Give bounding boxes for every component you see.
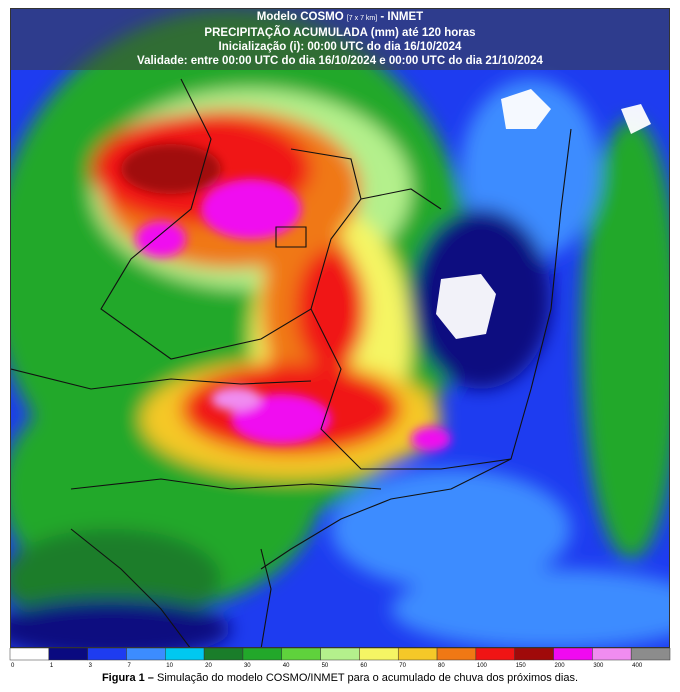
colorbar-label: 50	[322, 663, 329, 669]
header-line: Modelo COSMO [7 x 7 km] - INMET	[11, 10, 669, 26]
caption-text: Simulação do modelo COSMO/INMET para o a…	[156, 672, 579, 684]
colorbar-swatch	[592, 648, 632, 661]
colorbar-label: 70	[399, 663, 406, 669]
colorbar-label: 100	[477, 663, 488, 669]
header-line: Validade: entre 00:00 UTC do dia 16/10/2…	[137, 55, 543, 67]
map-frame: Modelo COSMO [7 x 7 km] - INMET PRECIPIT…	[10, 8, 670, 648]
colorbar-swatch	[165, 648, 205, 661]
colorbar-swatch	[87, 648, 127, 661]
colorbar-swatch	[553, 648, 593, 661]
colorbar-swatch	[397, 648, 438, 661]
colorbar-label: 1	[50, 663, 54, 669]
colorbar-label: 150	[516, 663, 527, 669]
caption-label: Figura 1 –	[101, 672, 154, 684]
colorbar-swatch	[126, 648, 166, 661]
colorbar-swatch	[514, 648, 554, 661]
header-line: Inicialização (i): 00:00 UTC do dia 16/1…	[218, 41, 462, 53]
colorbar-label: 200	[555, 663, 566, 669]
colorbar-label: 10	[166, 663, 173, 669]
model-title: Modelo COSMO	[256, 11, 344, 23]
colorbar-label: 20	[205, 663, 212, 669]
colorbar-label: 30	[244, 663, 251, 669]
colorbar-swatch	[359, 648, 399, 661]
map-header: Modelo COSMO [7 x 7 km] - INMET PRECIPIT…	[11, 9, 669, 70]
figure-caption: Figura 1 – Simulação do modelo COSMO/INM…	[0, 672, 680, 684]
model-resolution: [7 x 7 km]	[346, 15, 378, 22]
colorbar-label: 3	[89, 663, 93, 669]
colorbar-swatch	[48, 648, 88, 661]
colorbar: 0 1 3 7 10 20 30 40 50 60 70 80 100 150 200 300 400	[9, 648, 671, 669]
colorbar-swatch	[320, 648, 360, 661]
precipitation-map	[11, 9, 669, 647]
colorbar-label: 300	[593, 663, 604, 669]
colorbar-swatch	[436, 648, 477, 661]
colorbar-label: 40	[283, 663, 290, 669]
colorbar-swatch	[203, 648, 244, 661]
colorbar-swatch	[9, 648, 50, 661]
colorbar-label: 80	[438, 663, 445, 669]
colorbar-swatch	[630, 648, 671, 661]
colorbar-swatch	[281, 648, 321, 661]
header-line: PRECIPITAÇÃO ACUMULADA (mm) até 120 hora…	[204, 27, 476, 39]
colorbar-label: 0	[11, 663, 15, 669]
colorbar-swatch	[475, 648, 515, 661]
colorbar-label: 400	[632, 663, 643, 669]
colorbar-label: 7	[127, 663, 131, 669]
colorbar-swatch	[242, 648, 283, 661]
model-org: - INMET	[380, 11, 424, 23]
colorbar-label: 60	[360, 663, 367, 669]
